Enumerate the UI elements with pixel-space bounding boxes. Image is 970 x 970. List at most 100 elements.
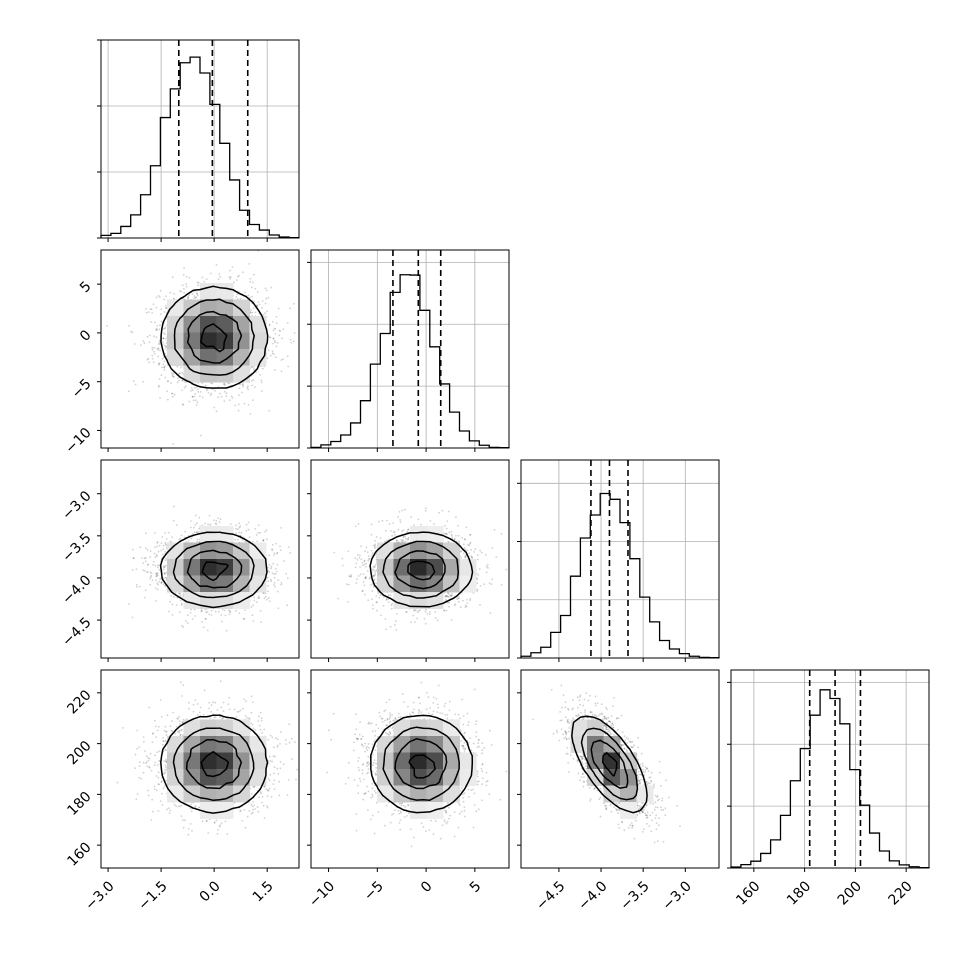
sample-point [196,388,199,391]
sample-point [268,323,271,326]
sample-point [169,540,172,543]
sample-point [164,333,166,336]
sample-point [156,572,159,574]
sample-point [248,536,251,538]
sample-point [158,342,161,345]
sample-point [155,296,158,299]
sample-point [158,296,161,298]
sample-point [184,530,187,533]
sample-point [252,620,255,622]
histogram-panel-1 [307,249,510,452]
sample-point [155,575,158,578]
sample-point [200,610,203,613]
sample-point [282,328,285,331]
contour-line [200,323,228,353]
sample-point [201,621,203,623]
sample-point [181,379,184,382]
sample-point [189,520,192,522]
sample-point [156,574,159,577]
sample-point [146,571,148,574]
sample-point [158,384,160,387]
sample-point [228,609,230,612]
sample-point [272,329,275,332]
sample-point [143,596,146,599]
sample-point [151,346,154,349]
density-cell [183,316,201,333]
sample-point [196,531,199,534]
sample-point [128,324,131,327]
sample-point [160,374,163,376]
sample-point [231,396,234,399]
sample-point [264,530,267,533]
sample-point [188,400,191,403]
sample-point [250,592,253,595]
sample-point [150,308,153,310]
sample-point [170,371,173,374]
sample-point [169,600,172,603]
density-cell [167,349,184,366]
sample-point [272,337,275,340]
contour-line [186,310,243,364]
sample-point [280,583,283,586]
sample-point [193,295,196,297]
sample-point [179,290,181,293]
sample-point [194,393,197,395]
sample-point [244,609,246,611]
sample-point [239,383,241,386]
sample-point [163,360,166,363]
sample-point [181,403,184,406]
sample-point [267,580,270,583]
sample-point [237,275,239,278]
sample-point [143,342,146,345]
sample-point [182,626,185,628]
histogram-step-line [730,689,930,869]
sample-point [142,340,145,343]
sample-point [146,549,149,551]
sample-point [156,325,159,327]
sample-point [158,544,161,547]
sample-point [225,395,228,397]
sample-point [178,611,181,614]
sample-point [191,395,194,398]
sample-point [181,389,183,392]
sample-point [204,618,207,620]
sample-point [210,614,213,616]
sample-point [267,570,270,572]
sample-point [280,527,282,529]
sample-point [147,564,149,567]
sample-point [262,592,265,595]
sample-point [253,273,255,276]
sample-point [267,566,269,569]
sample-point [165,307,167,310]
sample-point [256,304,259,307]
sample-point [155,579,157,581]
sample-point [270,567,272,570]
sample-point [210,272,212,275]
sample-point [272,342,274,345]
sample-point [187,540,190,542]
sample-point [183,386,186,389]
sample-point [163,298,166,301]
sample-point [163,566,166,568]
sample-point [158,328,161,331]
sample-point [213,519,215,522]
sample-point [131,616,134,619]
sample-point [286,604,288,607]
sample-point [144,569,146,572]
sample-point [136,586,138,588]
sample-point [146,358,149,361]
density-cell [233,365,250,383]
sample-point [155,573,158,576]
sample-point [274,567,277,570]
density-cell [183,299,201,317]
sample-point [183,287,185,290]
sample-point [165,295,167,298]
sample-point [211,382,214,384]
histogram-panel-2 [517,459,720,662]
sample-point [156,555,158,558]
sample-point [161,553,164,556]
sample-point [185,275,188,278]
sample-point [229,611,232,614]
sample-point [180,290,183,293]
sample-point [144,589,147,591]
